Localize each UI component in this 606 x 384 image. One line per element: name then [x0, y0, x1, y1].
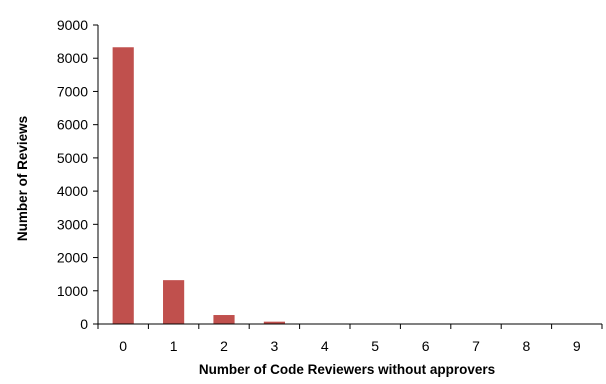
y-tick-label: 3000: [57, 216, 88, 232]
x-tick-label: 3: [271, 338, 279, 354]
y-tick-label: 2000: [57, 250, 88, 266]
x-tick-label: 6: [422, 338, 430, 354]
y-tick-label: 1000: [57, 283, 88, 299]
bar-0: [113, 47, 134, 324]
y-axis-title: Number of Reviews: [15, 116, 30, 241]
x-axis-title: Number of Code Reviewers without approve…: [199, 362, 495, 377]
bars-group: [113, 47, 537, 324]
x-tick-label: 9: [573, 338, 581, 354]
bar-1: [163, 280, 184, 324]
x-tick-label: 8: [523, 338, 531, 354]
y-tick-label: 4000: [57, 183, 88, 199]
x-tick-label: 4: [321, 338, 329, 354]
y-tick-label: 7000: [57, 83, 88, 99]
x-tick-label: 1: [170, 338, 178, 354]
x-tick-label: 7: [472, 338, 480, 354]
ticks-group: 0 1000 2000 3000 4000 5000 6000 7000 8000 9000 0 1 2…: [57, 17, 602, 354]
y-tick-label: 8000: [57, 50, 88, 66]
x-tick-label: 5: [371, 338, 379, 354]
y-tick-label: 6000: [57, 117, 88, 133]
y-tick-label: 0: [80, 316, 88, 332]
x-tick-label: 2: [220, 338, 228, 354]
axes-group: [98, 25, 602, 324]
bar-2: [213, 315, 234, 324]
y-tick-label: 5000: [57, 150, 88, 166]
x-tick-label: 0: [119, 338, 127, 354]
y-tick-label: 9000: [57, 17, 88, 33]
